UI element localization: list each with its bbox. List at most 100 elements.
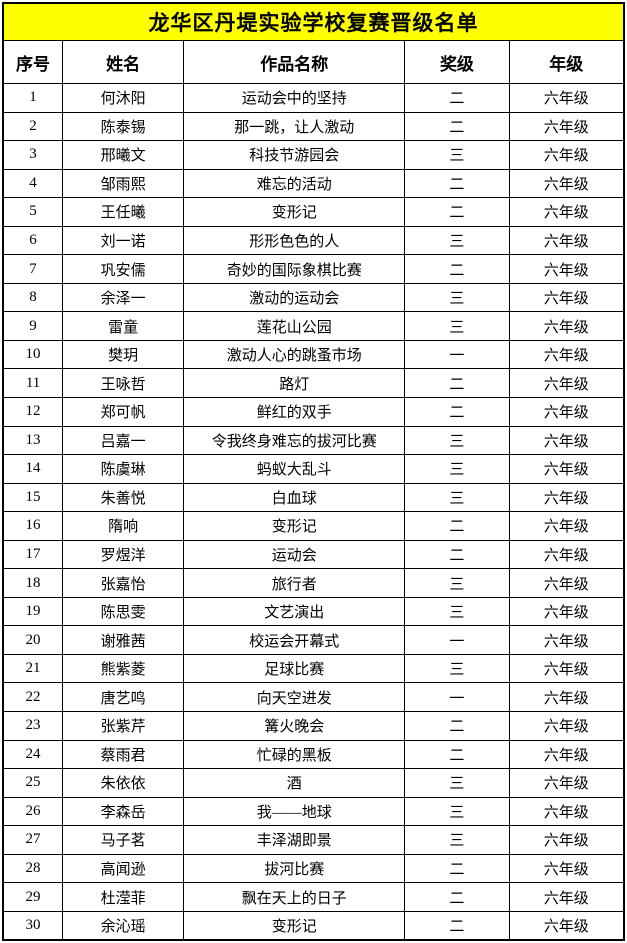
cell-grade: 六年级 [508,825,625,855]
table-row: 7 巩安儒 奇妙的国际象棋比赛二六年级 [2,254,625,284]
cell-index: 22 [2,682,64,713]
cell-award-level: 二 [404,910,510,941]
cell-name: 朱依依 [62,768,185,798]
table-row: 24 蔡雨君 忙碌的黑板二六年级 [2,739,625,770]
cell-award-level: 一 [404,682,510,713]
cell-award-level: 二 [404,711,510,741]
cell-name: 樊玥 [62,339,185,370]
cell-index: 25 [2,768,64,798]
table-row: 16 隋响 变形记二六年级 [2,511,625,541]
cell-grade: 六年级 [508,254,625,284]
cell-work-title: 莲花山公园 [183,311,406,341]
cell-award-level: 二 [404,83,510,113]
table-row: 21 熊紫菱 足球比赛三六年级 [2,653,625,684]
cell-name: 朱善悦 [62,482,185,513]
cell-grade: 六年级 [508,739,625,770]
table-row: 2 陈泰锡 那一跳，让人激动二六年级 [2,111,625,142]
cell-name: 谢雅茜 [62,625,185,655]
cell-index: 3 [2,140,64,170]
cell-index: 5 [2,197,64,227]
cell-index: 11 [2,368,64,399]
cell-grade: 六年级 [508,83,625,113]
table-row: 17 罗煜洋 运动会二六年级 [2,539,625,570]
cell-grade: 六年级 [508,225,625,256]
cell-award-level: 三 [404,140,510,170]
cell-work-title: 旅行者 [183,568,406,598]
cell-index: 17 [2,539,64,570]
cell-award-level: 三 [404,825,510,855]
cell-award-level: 二 [404,739,510,770]
cell-index: 30 [2,910,64,941]
cell-work-title: 丰泽湖即景 [183,825,406,855]
cell-grade: 六年级 [508,653,625,684]
cell-work-title: 激动的运动会 [183,282,406,313]
cell-grade: 六年级 [508,397,625,427]
table-row: 18 张嘉怡 旅行者三六年级 [2,568,625,598]
cell-work-title: 篝火晚会 [183,711,406,741]
cell-award-level: 二 [404,511,510,541]
cell-work-title: 鲜红的双手 [183,397,406,427]
cell-index: 8 [2,282,64,313]
table-row: 25 朱依依酒三六年级 [2,768,625,798]
cell-grade: 六年级 [508,140,625,170]
cell-grade: 六年级 [508,568,625,598]
cell-index: 13 [2,425,64,456]
cell-award-level: 三 [404,653,510,684]
table-row: 27 马子茗 丰泽湖即景三六年级 [2,825,625,855]
cell-work-title: 运动会中的坚持 [183,83,406,113]
cell-name: 陈思雯 [62,596,185,627]
cell-award-level: 三 [404,482,510,513]
cell-grade: 六年级 [508,111,625,142]
cell-name: 罗煜洋 [62,539,185,570]
cell-grade: 六年级 [508,682,625,713]
table-row: 12 郑可帆 鲜红的双手二六年级 [2,397,625,427]
cell-name: 王咏哲 [62,368,185,399]
cell-index: 29 [2,882,64,912]
cell-grade: 六年级 [508,425,625,456]
cell-grade: 六年级 [508,796,625,827]
cell-grade: 六年级 [508,368,625,399]
table-row: 4 邹雨熙 难忘的活动二六年级 [2,168,625,199]
cell-work-title: 拔河比赛 [183,853,406,884]
cell-grade: 六年级 [508,768,625,798]
cell-name: 杜滢菲 [62,882,185,912]
cell-work-title: 难忘的活动 [183,168,406,199]
cell-name: 高闻逊 [62,853,185,884]
cell-name: 何沐阳 [62,83,185,113]
cell-grade: 六年级 [508,539,625,570]
cell-name: 张嘉怡 [62,568,185,598]
cell-name: 马子茗 [62,825,185,855]
cell-work-title: 足球比赛 [183,653,406,684]
cell-work-title: 飘在天上的日子 [183,882,406,912]
table-row: 28 高闻逊 拔河比赛二六年级 [2,853,625,884]
cell-award-level: 三 [404,568,510,598]
cell-award-level: 二 [404,168,510,199]
cell-grade: 六年级 [508,482,625,513]
title-row: 龙华区丹堤实验学校复赛晋级名单 [2,2,625,41]
table-row: 15 朱善悦 白血球三六年级 [2,482,625,513]
cell-index: 15 [2,482,64,513]
cell-award-level: 三 [404,454,510,484]
cell-name: 张紫芹 [62,711,185,741]
table-row: 22 唐艺鸣 向天空进发一六年级 [2,682,625,713]
cell-index: 26 [2,796,64,827]
cell-name: 刘一诺 [62,225,185,256]
table-row: 11 王咏哲 路灯二六年级 [2,368,625,399]
cell-index: 24 [2,739,64,770]
cell-work-title: 令我终身难忘的拔河比赛 [183,425,406,456]
cell-work-title: 酒 [183,768,406,798]
cell-name: 巩安儒 [62,254,185,284]
cell-index: 23 [2,711,64,741]
cell-index: 18 [2,568,64,598]
table-row: 13 吕嘉一 令我终身难忘的拔河比赛三六年级 [2,425,625,456]
table-row: 9 雷童 莲花山公园三六年级 [2,311,625,341]
cell-work-title: 校运会开幕式 [183,625,406,655]
table-row: 14 陈虞琳 蚂蚁大乱斗三六年级 [2,454,625,484]
table-row: 23 张紫芹 篝火晚会二六年级 [2,711,625,741]
cell-award-level: 二 [404,111,510,142]
table-row: 29 杜滢菲 飘在天上的日子二六年级 [2,882,625,912]
cell-index: 4 [2,168,64,199]
cell-award-level: 三 [404,425,510,456]
cell-name: 王任曦 [62,197,185,227]
